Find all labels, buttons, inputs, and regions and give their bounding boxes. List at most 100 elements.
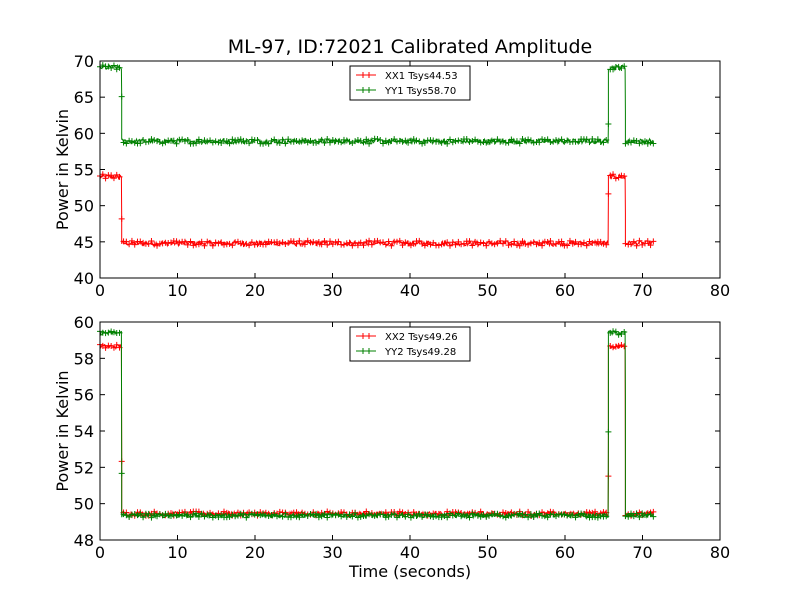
data-point-marker — [99, 62, 106, 69]
data-point-marker — [452, 241, 459, 248]
data-point-marker — [296, 514, 303, 521]
data-point-marker — [145, 240, 152, 247]
data-point-marker — [385, 139, 392, 146]
data-point-marker — [399, 138, 406, 145]
legend: XX2 Tsys49.26 YY2 Tsys49.28 — [349, 326, 471, 362]
data-point-marker — [209, 242, 216, 249]
data-point-marker — [232, 513, 239, 520]
data-point-marker — [446, 136, 453, 143]
data-point-marker — [641, 138, 648, 145]
data-point-marker — [477, 139, 484, 146]
data-point-marker — [647, 511, 654, 518]
data-point-marker — [184, 241, 191, 248]
data-point-marker — [561, 138, 568, 145]
data-point-marker — [430, 137, 437, 144]
data-point-marker — [318, 136, 325, 143]
data-point-marker — [165, 512, 172, 519]
data-point-marker — [500, 513, 506, 520]
data-point-marker — [232, 137, 239, 144]
data-point-marker — [105, 329, 112, 336]
data-point-marker — [301, 241, 308, 248]
data-point-marker — [388, 242, 395, 249]
data-point-marker — [170, 137, 177, 144]
data-point-marker — [201, 137, 208, 144]
data-point-marker — [246, 140, 253, 147]
series-markers-1 — [97, 171, 657, 249]
data-point-marker — [469, 242, 476, 249]
data-point-marker — [564, 242, 571, 249]
data-point-marker — [310, 511, 317, 518]
data-point-marker — [170, 511, 177, 518]
data-point-marker — [360, 139, 367, 146]
data-point-marker — [553, 513, 560, 520]
data-point-marker — [610, 171, 617, 178]
plot-panel-1: 0 10 20 30 40 50 60 70 80 40 45 50 55 60 65 70 Power in … — [53, 52, 730, 300]
data-point-marker — [162, 510, 169, 517]
data-point-marker — [262, 512, 269, 519]
data-point-marker — [486, 512, 493, 519]
data-point-marker — [131, 139, 138, 146]
legend: XX1 Tsys44.53 YY1 Tsys58.70 — [349, 65, 471, 101]
data-point-marker — [265, 513, 272, 520]
x-tick-label: 20 — [245, 543, 265, 562]
data-point-marker — [148, 514, 155, 521]
data-point-marker — [477, 239, 484, 246]
data-point-marker — [388, 511, 395, 518]
y-axis-label: Power in Kelvin — [53, 370, 72, 491]
data-point-marker — [151, 241, 158, 248]
data-point-marker — [327, 238, 334, 245]
data-point-marker — [592, 514, 599, 521]
data-point-marker — [335, 238, 342, 245]
data-point-marker — [226, 140, 233, 147]
data-point-marker — [483, 513, 490, 520]
data-point-marker — [343, 137, 350, 144]
data-point-marker — [639, 241, 646, 248]
legend-marker — [362, 348, 370, 354]
data-point-marker — [137, 140, 144, 147]
legend-entry: YY1 Tsys58.70 — [384, 86, 456, 97]
data-point-marker — [137, 510, 144, 517]
data-point-marker — [539, 242, 546, 249]
data-point-marker — [597, 139, 604, 146]
data-point-marker — [644, 238, 651, 245]
data-point-marker — [290, 138, 297, 145]
data-point-marker — [212, 512, 219, 519]
x-tick-label: 10 — [167, 281, 187, 300]
data-point-marker — [110, 175, 117, 182]
data-point-marker — [221, 241, 227, 248]
data-point-marker — [352, 138, 359, 145]
data-point-marker — [424, 240, 431, 247]
data-point-marker — [282, 140, 289, 147]
data-point-marker — [550, 138, 557, 145]
data-point-marker — [332, 137, 339, 144]
data-point-marker — [165, 240, 172, 247]
data-point-marker — [380, 140, 387, 147]
data-point-marker — [427, 513, 434, 520]
y-tick-label: 50 — [74, 495, 94, 514]
data-point-marker — [363, 238, 370, 245]
data-point-marker — [618, 342, 625, 349]
data-point-marker — [650, 238, 657, 245]
data-point-marker — [229, 242, 236, 249]
data-point-marker — [299, 137, 306, 144]
data-point-marker — [603, 241, 610, 248]
data-point-marker — [419, 140, 426, 147]
data-point-marker — [583, 136, 590, 143]
data-point-marker — [128, 237, 135, 244]
data-point-marker — [293, 240, 300, 247]
data-point-marker — [615, 63, 622, 70]
data-point-marker — [644, 140, 651, 147]
data-point-marker — [603, 513, 610, 520]
data-point-marker — [547, 238, 554, 245]
x-tick-label: 50 — [477, 543, 497, 562]
data-point-marker — [544, 136, 551, 143]
data-point-marker — [441, 240, 448, 247]
data-point-marker — [435, 138, 442, 145]
data-point-marker — [324, 241, 331, 248]
data-point-marker — [615, 342, 622, 349]
data-point-marker — [151, 137, 158, 144]
x-tick-label: 50 — [477, 281, 497, 300]
data-point-marker — [405, 511, 412, 518]
legend-marker — [362, 333, 370, 339]
legend-box — [349, 326, 471, 362]
